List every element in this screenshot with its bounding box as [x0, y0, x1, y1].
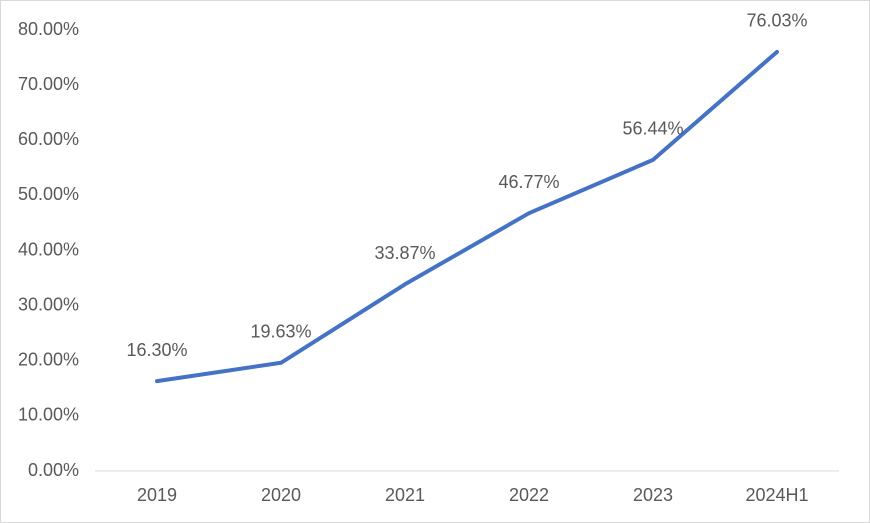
x-tick-label: 2021 — [385, 485, 425, 505]
y-tick-label: 60.00% — [18, 129, 79, 149]
y-tick-label: 80.00% — [18, 19, 79, 39]
y-tick-label: 70.00% — [18, 74, 79, 94]
y-tick-label: 30.00% — [18, 294, 79, 314]
data-label: 19.63% — [250, 322, 311, 342]
data-label: 16.30% — [126, 340, 187, 360]
data-label: 56.44% — [622, 119, 683, 139]
y-tick-label: 40.00% — [18, 239, 79, 259]
x-tick-label: 2022 — [509, 485, 549, 505]
data-line — [155, 49, 779, 384]
y-tick-label: 0.00% — [28, 460, 79, 480]
x-tick-label: 2024H1 — [745, 485, 808, 505]
data-label: 76.03% — [746, 11, 807, 31]
data-label: 33.87% — [374, 243, 435, 263]
x-tick-label: 2019 — [137, 485, 177, 505]
y-tick-label: 10.00% — [18, 405, 79, 425]
y-tick-label: 20.00% — [18, 350, 79, 370]
x-tick-label: 2023 — [633, 485, 673, 505]
x-tick-label: 2020 — [261, 485, 301, 505]
data-label: 46.77% — [498, 172, 559, 192]
y-tick-label: 50.00% — [18, 184, 79, 204]
